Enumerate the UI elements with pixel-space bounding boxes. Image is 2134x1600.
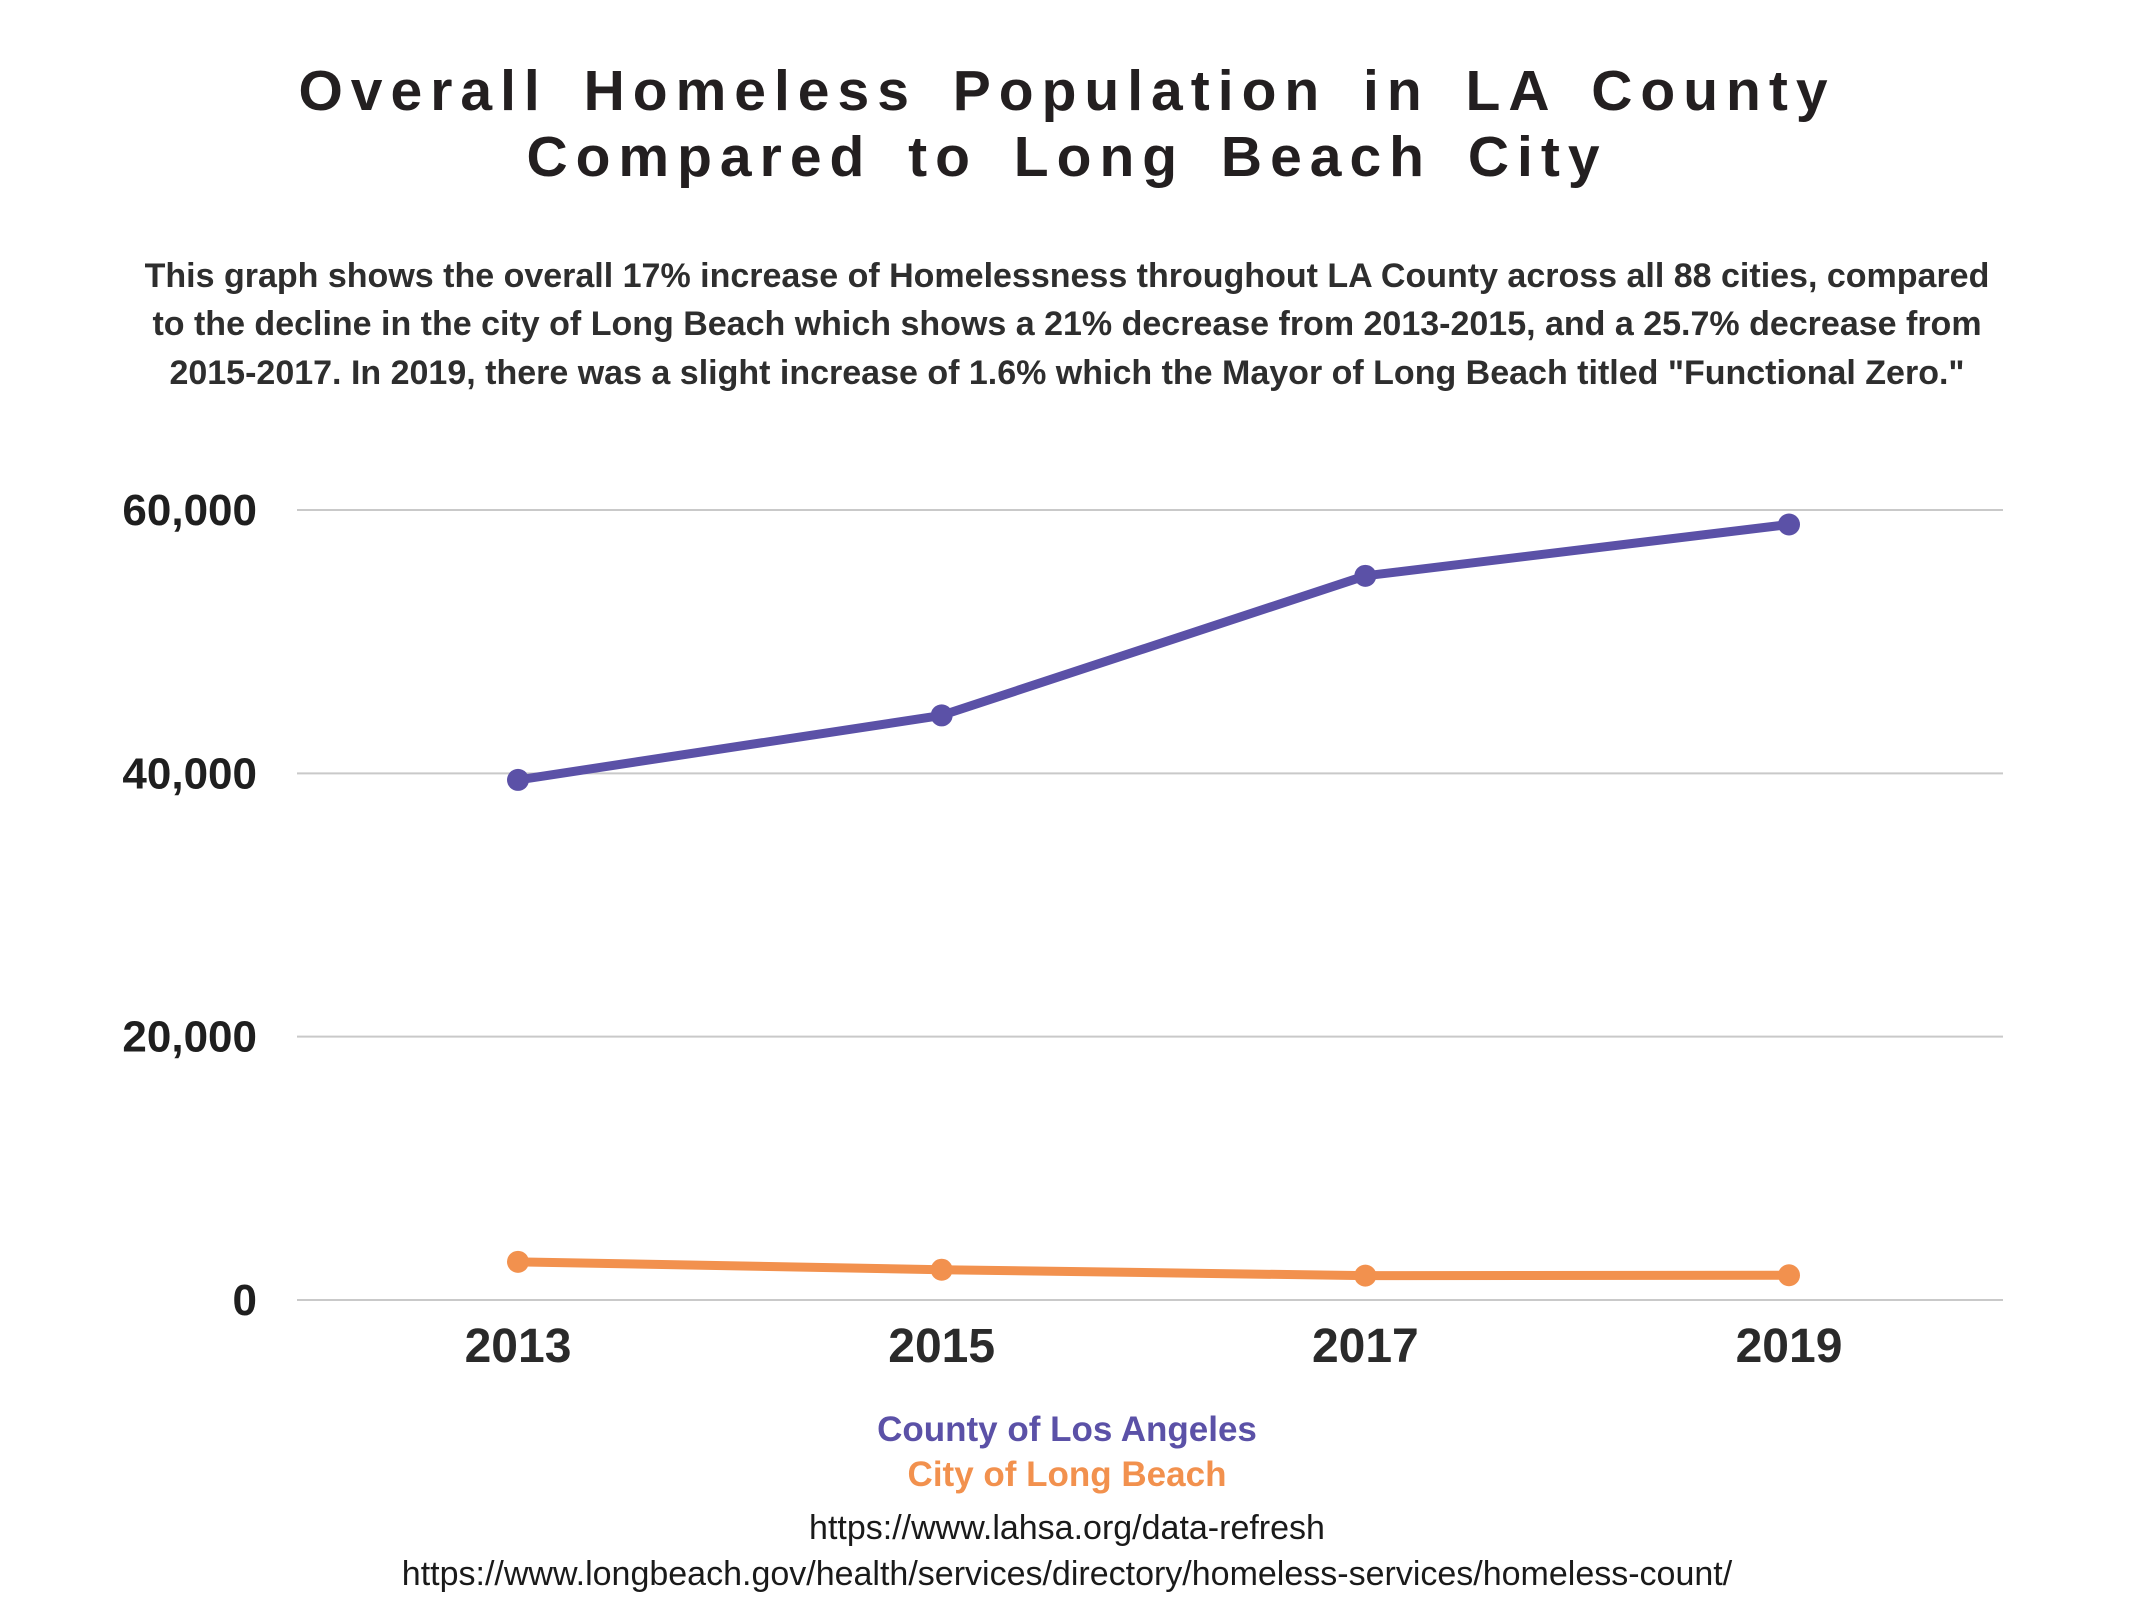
source-url-lahsa: https://www.lahsa.org/data-refresh [809,1509,1325,1547]
data-point [1778,1264,1800,1287]
data-point [930,704,953,727]
x-tick-label: 2017 [1312,1320,1419,1373]
y-tick-label: 0 [233,1276,257,1325]
x-tick-label: 2013 [465,1320,572,1373]
series-line [513,519,1794,785]
page-title-line-1: Overall Homeless Population in LA County [298,59,1836,123]
y-tick-label: 40,000 [122,749,257,798]
page-title: Overall Homeless Population in LA County… [0,58,2134,190]
data-point [1354,564,1377,587]
legend-county-of-los-angeles: County of Los Angeles [877,1410,1257,1449]
source-url-longbeach: https://www.longbeach.gov/health/service… [401,1554,1733,1593]
series-line [513,1257,1794,1281]
x-tick-label: 2015 [888,1320,995,1373]
page-title-line-2: Compared to Long Beach City [526,125,1608,190]
data-point [1354,1264,1377,1287]
y-tick-label: 60,000 [122,486,257,535]
line-chart: 0 20,000 40,000 60,000 2013 2015 2017 2019 [122,486,2003,1373]
data-point [507,1250,529,1273]
data-point [507,768,529,791]
chart-description: This graph shows the overall 17% increas… [144,257,1990,392]
legend-city-of-long-beach: City of Long Beach [907,1454,1227,1494]
source-links: https://www.lahsa.org/data-refresh https… [0,1506,2134,1598]
data-point [1778,513,1800,536]
y-tick-label: 20,000 [122,1013,257,1062]
x-tick-label: 2019 [1736,1320,1843,1373]
data-point [930,1258,953,1281]
chart-legend: County of Los Angeles City of Long Beach [0,1408,2134,1498]
